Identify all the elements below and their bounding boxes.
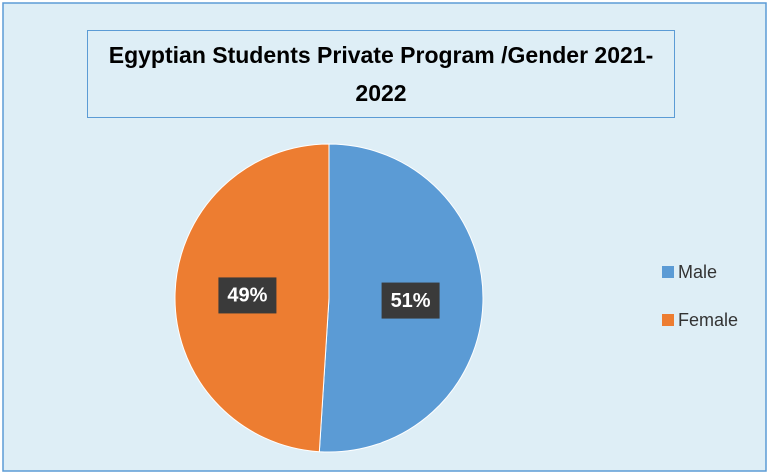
data-label-box (218, 277, 277, 314)
data-label-box (381, 282, 440, 319)
legend-label: Male (678, 262, 717, 282)
data-label: 51% (391, 290, 431, 312)
data-label: 49% (227, 285, 267, 307)
legend-swatch (662, 266, 674, 278)
legend-swatch (662, 314, 674, 326)
chart-title: Egyptian Students Private Program /Gende… (87, 30, 675, 118)
legend-label: Female (678, 310, 738, 330)
